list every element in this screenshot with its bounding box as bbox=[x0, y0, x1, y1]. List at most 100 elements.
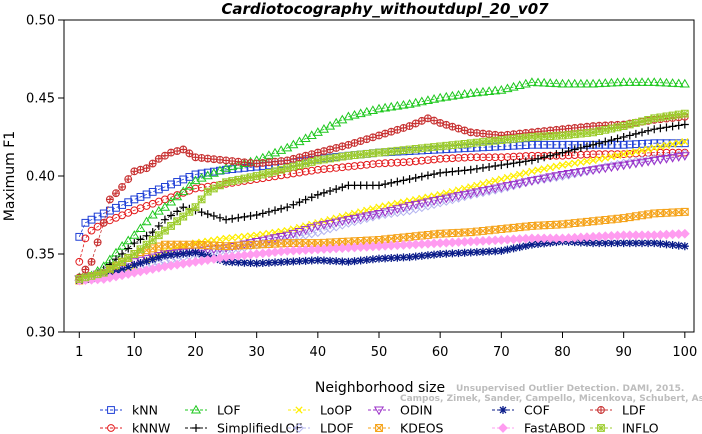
data-point-simplifiedlof bbox=[631, 129, 640, 138]
data-point-cof bbox=[442, 249, 451, 258]
data-point-simplifiedlof bbox=[515, 158, 524, 167]
data-point-simplifiedlof bbox=[674, 121, 683, 130]
data-point-cof bbox=[399, 253, 408, 262]
data-point-simplifiedlof bbox=[497, 161, 506, 170]
data-point-cof bbox=[356, 256, 365, 265]
data-point-odin bbox=[679, 152, 690, 161]
data-point-knn bbox=[680, 139, 689, 148]
data-point-lof bbox=[416, 96, 427, 106]
data-point-knnw bbox=[436, 154, 445, 163]
data-point-ldf bbox=[148, 159, 157, 168]
data-point-knnw bbox=[368, 160, 377, 169]
data-point-simplifiedlof bbox=[277, 204, 286, 213]
data-point-odin bbox=[435, 195, 446, 205]
data-point-inflo bbox=[179, 212, 188, 221]
data-point-knnw bbox=[301, 167, 310, 176]
data-point-inflo bbox=[75, 275, 84, 283]
legend-label: COF bbox=[524, 403, 550, 418]
data-point-knn bbox=[558, 140, 567, 149]
data-point-ldf bbox=[185, 149, 194, 158]
data-point-cof bbox=[130, 260, 139, 269]
data-point-simplifiedlof bbox=[540, 153, 549, 162]
data-point-odin bbox=[318, 221, 330, 230]
data-point-loop bbox=[656, 143, 665, 151]
data-point-inflo bbox=[460, 139, 469, 148]
data-point-cof bbox=[503, 245, 512, 254]
data-point-inflo bbox=[265, 168, 273, 177]
legend-label: LDF bbox=[622, 403, 646, 418]
data-point-inflo bbox=[503, 135, 512, 144]
data-point-knn bbox=[625, 140, 634, 149]
data-point-cof bbox=[191, 248, 200, 257]
data-point-simplifiedlof bbox=[215, 213, 224, 222]
data-point-inflo bbox=[399, 146, 408, 155]
data-point-lof bbox=[551, 78, 562, 88]
data-point-ldf bbox=[112, 189, 120, 198]
legend-marker bbox=[190, 404, 202, 414]
data-point-odin bbox=[165, 249, 177, 259]
data-point-cof bbox=[527, 240, 536, 249]
data-point-cof bbox=[326, 256, 335, 265]
data-point-lof bbox=[465, 88, 476, 97]
data-point-lof bbox=[563, 78, 574, 88]
data-point-knnw bbox=[332, 163, 341, 172]
data-point-simplifiedlof bbox=[662, 123, 671, 132]
data-point-inflo bbox=[362, 149, 371, 158]
data-point-inflo bbox=[601, 125, 610, 134]
data-point-knn bbox=[521, 141, 530, 150]
data-point-cof bbox=[283, 257, 292, 266]
data-point-simplifiedlof bbox=[546, 151, 555, 160]
data-point-inflo bbox=[680, 109, 689, 118]
data-point-knn bbox=[118, 201, 127, 209]
data-point-inflo bbox=[631, 119, 640, 127]
data-point-cof bbox=[307, 256, 316, 265]
data-point-knn bbox=[631, 140, 640, 149]
data-point-odin bbox=[441, 194, 452, 204]
data-point-lof bbox=[361, 106, 372, 116]
data-point-lof bbox=[526, 77, 537, 86]
data-point-simplifiedlof bbox=[240, 212, 249, 221]
data-point-inflo bbox=[234, 175, 243, 184]
series-inflo bbox=[75, 109, 689, 283]
data-point-knn bbox=[124, 198, 133, 207]
data-point-simplifiedlof bbox=[430, 170, 439, 179]
data-point-odin bbox=[312, 222, 323, 232]
data-point-simplifiedlof bbox=[509, 159, 518, 168]
data-point-cof bbox=[607, 239, 616, 248]
data-point-odin bbox=[263, 235, 274, 245]
data-point-inflo bbox=[277, 165, 286, 174]
y-tick-label: 0.45 bbox=[26, 92, 55, 107]
data-point-lof bbox=[484, 86, 495, 95]
data-point-cof bbox=[313, 256, 322, 265]
data-point-cof bbox=[142, 257, 151, 266]
data-point-knn bbox=[142, 190, 151, 199]
data-point-knn bbox=[148, 188, 157, 196]
data-point-inflo bbox=[173, 217, 182, 226]
data-point-ldf bbox=[99, 218, 108, 227]
data-point-simplifiedlof bbox=[503, 160, 512, 169]
data-point-lof bbox=[221, 163, 232, 172]
data-point-inflo bbox=[271, 167, 279, 176]
data-point-loop bbox=[228, 234, 236, 242]
data-point-inflo bbox=[344, 151, 353, 160]
data-point-knnw bbox=[424, 156, 432, 164]
data-point-knn bbox=[161, 183, 169, 191]
data-point-odin bbox=[410, 200, 421, 210]
data-point-odin bbox=[282, 231, 293, 241]
data-point-loop bbox=[564, 160, 573, 168]
data-point-knnw bbox=[191, 184, 200, 193]
data-point-cof bbox=[595, 239, 604, 248]
data-point-simplifiedlof bbox=[179, 203, 188, 212]
data-point-knnw bbox=[466, 153, 475, 162]
data-point-cof bbox=[466, 248, 475, 257]
data-point-cof bbox=[350, 257, 359, 266]
data-point-knn bbox=[112, 203, 120, 212]
data-point-lof bbox=[380, 102, 391, 112]
data-point-cof bbox=[589, 239, 598, 248]
data-point-cof bbox=[430, 250, 439, 259]
legend-label: kNN bbox=[132, 403, 158, 418]
legend-item-odin: ODIN bbox=[368, 403, 433, 418]
data-point-ldof bbox=[416, 202, 427, 213]
data-point-cof bbox=[362, 255, 371, 264]
